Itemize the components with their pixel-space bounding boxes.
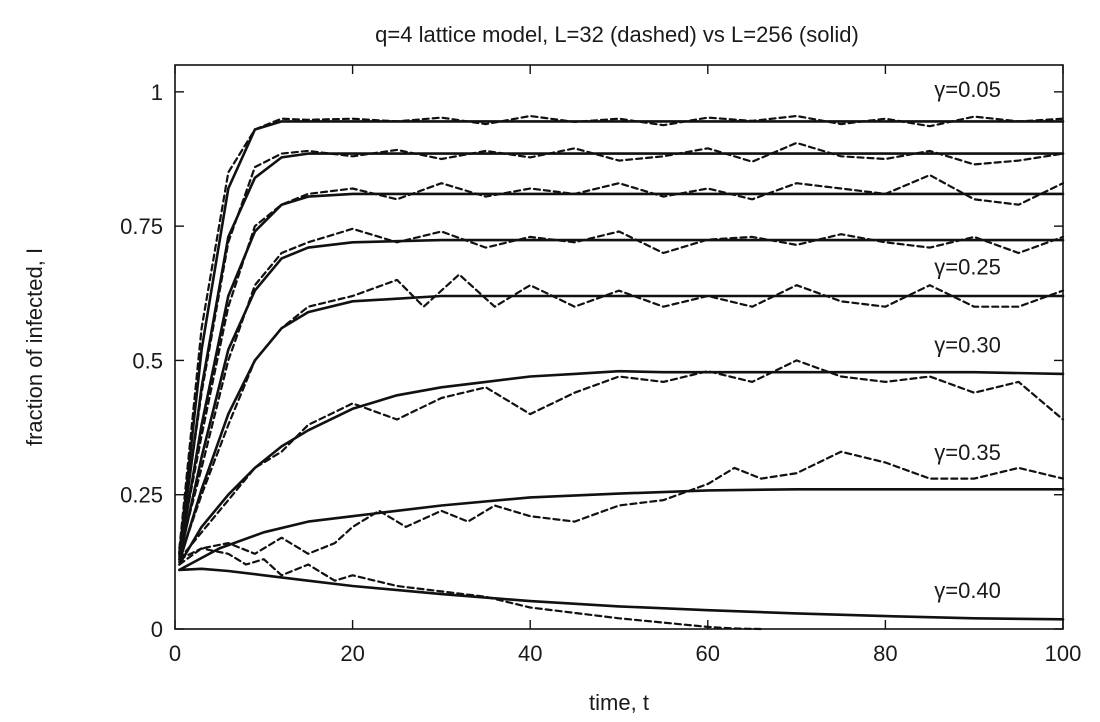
x-tick-label: 100 <box>1045 641 1082 666</box>
solid-series-line-4 <box>178 192 1065 558</box>
solid-series-line-6 <box>178 238 1065 561</box>
solid-series-line-8 <box>178 294 1065 564</box>
solid-series-line-10 <box>178 369 1065 566</box>
chart-title: q=4 lattice model, L=32 (dashed) vs L=25… <box>375 22 859 47</box>
x-tick-label: 20 <box>340 641 364 666</box>
x-tick-label: 0 <box>169 641 181 666</box>
y-tick-label: 1 <box>151 80 163 105</box>
dashed-series-line-15 <box>178 547 763 631</box>
dashed-series-line-13 <box>178 450 1065 566</box>
dashed-series-line-11 <box>178 359 1065 561</box>
gamma-annotation: γ=0.35 <box>934 440 1001 465</box>
x-tick-label: 80 <box>873 641 897 666</box>
y-tick-label: 0 <box>151 617 163 642</box>
x-tick-label: 40 <box>518 641 542 666</box>
gamma-annotation: γ=0.05 <box>934 77 1001 102</box>
y-axis-label: fraction of infected, I <box>22 248 47 446</box>
plot-frame <box>174 64 1064 630</box>
y-tick-label: 0.25 <box>120 483 163 508</box>
gamma-annotation: γ=0.25 <box>934 254 1001 279</box>
x-axis-label: time, t <box>589 690 649 715</box>
dashed-series-line-5 <box>178 174 1065 553</box>
dashed-series-line-3 <box>178 141 1065 550</box>
solid-series-line-12 <box>178 487 1065 572</box>
gamma-annotation: γ=0.30 <box>934 332 1001 357</box>
dashed-series-line-1 <box>178 114 1065 550</box>
dashed-series-line-7 <box>178 227 1065 555</box>
x-tick-label: 60 <box>696 641 720 666</box>
dashed-series-line-9 <box>178 273 1065 561</box>
gamma-annotation: γ=0.40 <box>934 578 1001 603</box>
solid-series-line-0 <box>178 120 1065 556</box>
y-tick-label: 0.5 <box>132 348 163 373</box>
solid-series-line-14 <box>178 567 1065 621</box>
y-tick-label: 0.75 <box>120 214 163 239</box>
